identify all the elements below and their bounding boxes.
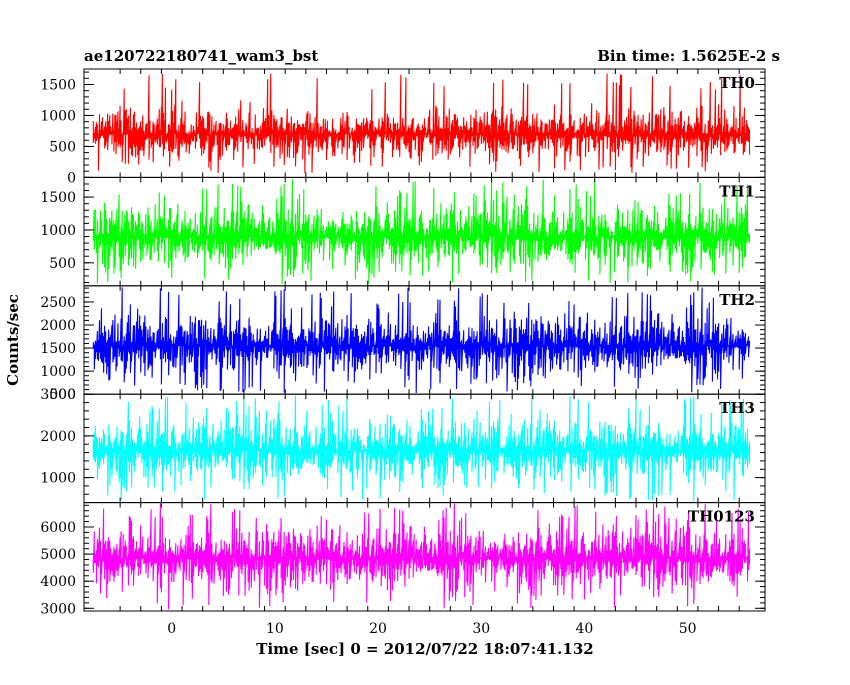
y-tick-label: 4000 <box>40 574 76 590</box>
y-tick-label: 500 <box>49 387 76 403</box>
y-axis-label: Counts/sec <box>4 294 22 386</box>
y-tick-label: 5000 <box>40 547 76 563</box>
x-tick-label: 50 <box>679 621 697 637</box>
y-tick-label: 2000 <box>40 318 76 334</box>
panel-th0: 0 500 1000 1500 TH0 <box>40 68 766 186</box>
y-tick-label: 1500 <box>40 190 76 206</box>
y-tick-label: 1000 <box>40 364 76 380</box>
panel-label-th1: TH1 <box>719 182 755 200</box>
y-tick-label: 2500 <box>40 295 76 311</box>
chart-title: ae120722180741_wam3_bst <box>84 47 318 65</box>
series-th0 <box>92 73 751 174</box>
panel-label-th0123: TH0123 <box>688 508 755 526</box>
panel-label-th0: TH0 <box>719 74 755 92</box>
x-tick-label: 20 <box>369 621 387 637</box>
y-tick-label: 1500 <box>40 341 76 357</box>
panel-label-th2: TH2 <box>719 291 755 309</box>
bin-time-label: Bin time: 1.5625E-2 s <box>597 47 780 65</box>
panel-label-th3: TH3 <box>719 399 755 417</box>
x-tick-label: 0 <box>167 621 176 637</box>
series-th2 <box>92 287 751 394</box>
y-tick-label: 0 <box>67 170 76 186</box>
panels-group: 0 500 1000 1500 TH0 500 1000 1500 TH1 500 1000 1500… <box>40 68 766 617</box>
x-tick-label: 30 <box>472 621 490 637</box>
panel-th3: 1000 2000 3000 TH3 <box>40 387 766 504</box>
x-tick-label: 10 <box>266 621 284 637</box>
panel-frame <box>83 502 766 612</box>
panel-th0123: 3000 4000 5000 6000 TH0123 <box>40 502 766 617</box>
y-tick-label: 1000 <box>40 223 76 239</box>
panel-th2: 500 1000 1500 2000 2500 TH2 <box>40 285 766 403</box>
series-th3 <box>92 394 751 502</box>
y-tick-label: 3000 <box>40 601 76 617</box>
y-tick-label: 3000 <box>40 387 76 403</box>
x-tick-label: 40 <box>576 621 594 637</box>
panel-th1: 500 1000 1500 TH1 <box>40 176 766 287</box>
series-th0123 <box>92 503 751 610</box>
x-axis: 0 10 20 30 40 50 <box>167 621 696 637</box>
y-tick-label: 1000 <box>40 471 76 487</box>
y-tick-label: 500 <box>49 256 76 272</box>
y-tick-label: 1000 <box>40 108 76 124</box>
y-tick-label: 2000 <box>40 429 76 445</box>
y-tick-label: 500 <box>49 139 76 155</box>
x-axis-label: Time [sec] 0 = 2012/07/22 18:07:41.132 <box>256 640 593 658</box>
series-th1 <box>92 178 751 285</box>
y-tick-label: 1500 <box>40 77 76 93</box>
y-tick-label: 6000 <box>40 520 76 536</box>
